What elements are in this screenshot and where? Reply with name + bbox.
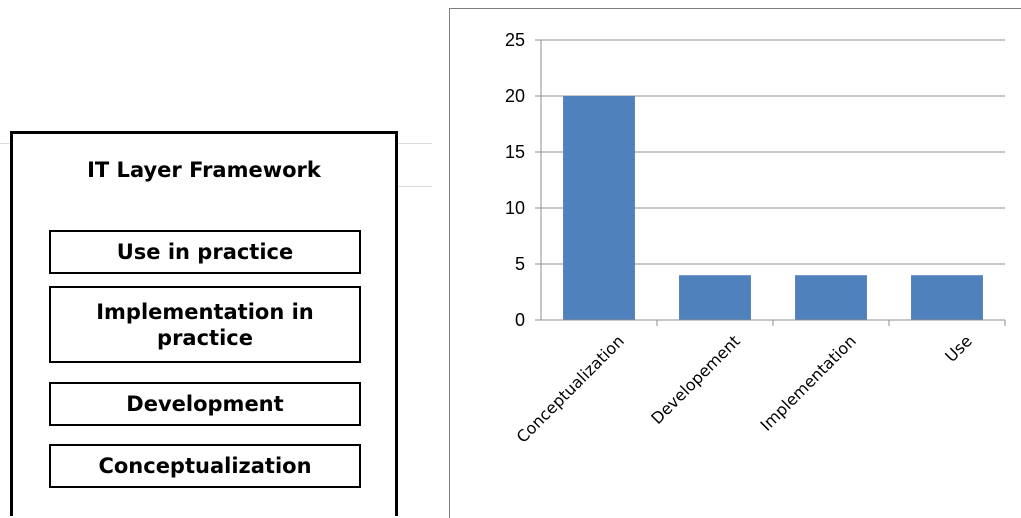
layer-development: Development <box>49 382 361 426</box>
separator-line <box>398 186 432 187</box>
bar-use <box>911 275 983 320</box>
bar-conceptualization <box>563 96 635 320</box>
x-category-label: Developement <box>647 331 744 428</box>
layer-implementation: Implementation in practice <box>49 286 361 363</box>
y-tick-label: 10 <box>505 198 525 218</box>
separator-line <box>0 143 10 144</box>
y-tick-label: 15 <box>505 142 525 162</box>
y-tick-label: 25 <box>505 30 525 50</box>
layer-implementation-label: Implementation in practice <box>96 299 314 350</box>
y-tick-label: 5 <box>515 254 525 274</box>
layer-use: Use in practice <box>49 230 361 274</box>
x-category-label: Implementation <box>757 331 860 434</box>
separator-line <box>398 143 432 144</box>
layer-conceptualization: Conceptualization <box>49 444 361 488</box>
x-category-label: Use <box>941 331 976 366</box>
bar-developement <box>679 275 751 320</box>
framework-title: IT Layer Framework <box>87 158 321 182</box>
y-tick-label: 0 <box>515 310 525 330</box>
x-category-label: Conceptualization <box>513 331 628 446</box>
framework-diagram: IT Layer Framework Use in practice Imple… <box>10 131 398 516</box>
y-tick-label: 20 <box>505 86 525 106</box>
chart-frame <box>449 8 1021 518</box>
bar-implementation <box>795 275 867 320</box>
